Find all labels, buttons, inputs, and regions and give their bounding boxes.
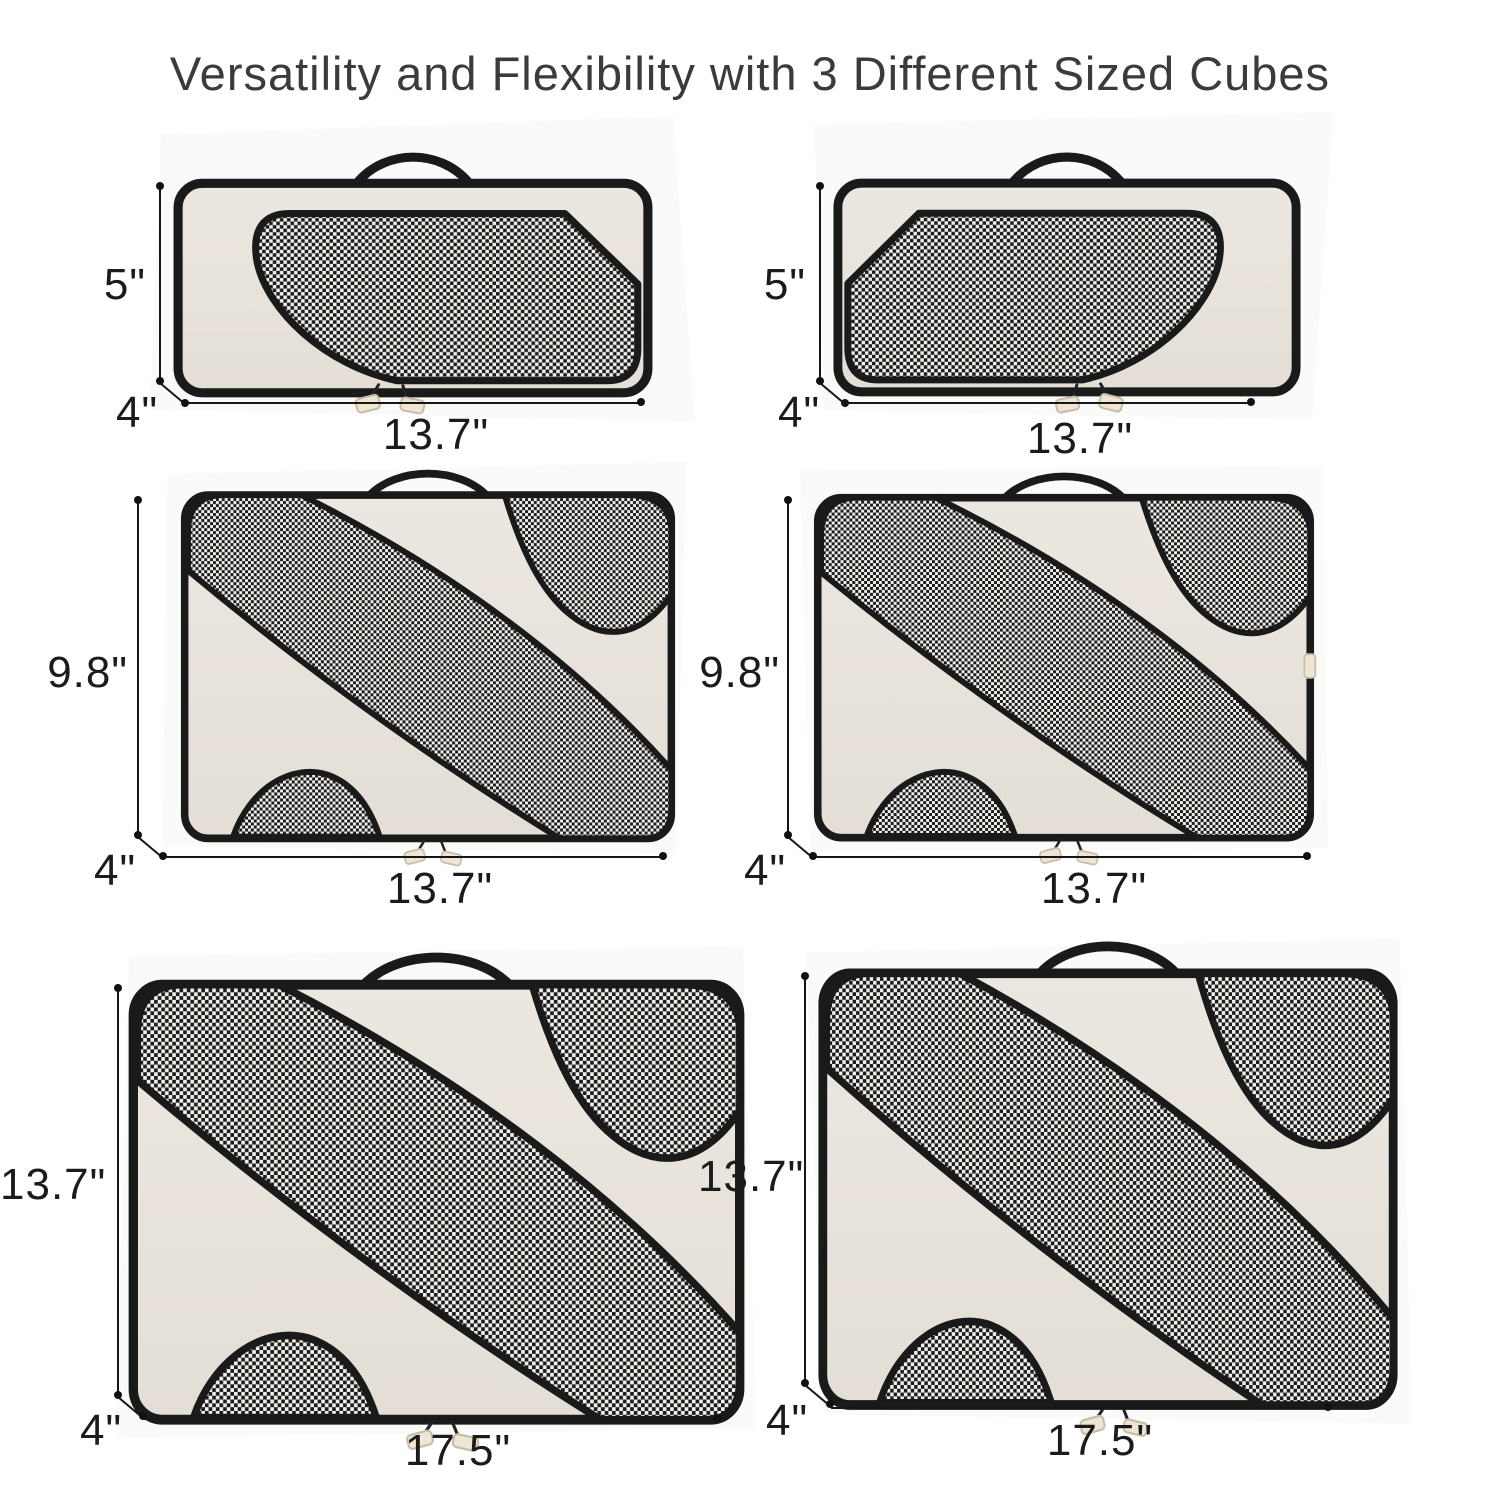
height-label: 13.7" xyxy=(0,1160,107,1209)
mesh-top-right-corner xyxy=(528,980,744,1162)
zipper-pull xyxy=(1054,395,1081,414)
packing-cube-medium-left xyxy=(180,469,676,867)
height-line xyxy=(159,186,161,382)
line-dot xyxy=(784,496,792,504)
carry-handle xyxy=(999,472,1129,504)
line-dot xyxy=(637,398,645,406)
depth-label: 4" xyxy=(744,846,787,895)
line-dot xyxy=(139,1412,147,1420)
zipper-pull xyxy=(1122,1418,1149,1437)
mesh-bottom-dome xyxy=(230,768,383,840)
mesh-diagonal-band xyxy=(818,494,1314,841)
mesh-bottom-dome xyxy=(876,1317,1055,1407)
carry-handle xyxy=(353,152,473,186)
depth-label: 4" xyxy=(766,1396,809,1445)
depth-label: 4" xyxy=(116,388,159,437)
height-label: 5" xyxy=(103,260,146,309)
height-line xyxy=(137,500,139,836)
packing-cube-medium-right xyxy=(813,472,1317,866)
line-dot xyxy=(801,1379,809,1387)
width-line xyxy=(164,856,664,858)
line-dot xyxy=(1303,852,1311,860)
line-dot xyxy=(156,182,164,190)
line-dot xyxy=(801,972,809,980)
line-dot xyxy=(134,831,142,839)
packing-cube-large-left xyxy=(128,952,745,1452)
height-label: 5" xyxy=(763,260,806,309)
mesh-top-right-corner xyxy=(1194,969,1397,1150)
width-label: 13.7" xyxy=(1026,414,1134,463)
page-title: Versatility and Flexibility with 3 Diffe… xyxy=(169,47,1331,100)
line-dot xyxy=(809,852,817,860)
line-dot xyxy=(826,1400,834,1408)
height-label: 9.8" xyxy=(47,648,128,697)
height-label: 9.8" xyxy=(699,648,780,697)
height-line xyxy=(117,988,119,1396)
packing-cube-large-right xyxy=(818,941,1398,1437)
line-dot xyxy=(841,399,849,407)
width-line xyxy=(144,1418,718,1420)
carry-handle xyxy=(364,469,492,501)
depth-label: 4" xyxy=(778,388,821,437)
width-line xyxy=(846,402,1252,404)
line-dot xyxy=(1324,1403,1332,1411)
zipper-pull xyxy=(1039,847,1062,864)
height-line xyxy=(787,500,789,836)
width-label: 13.7" xyxy=(386,864,494,913)
line-dot xyxy=(181,399,189,407)
line-dot xyxy=(134,496,142,504)
zipper-pull xyxy=(406,1429,434,1450)
height-line xyxy=(804,976,806,1384)
mesh-top-right-corner xyxy=(501,492,675,635)
mesh-top-right-corner xyxy=(1138,494,1314,637)
width-line xyxy=(831,1407,1329,1409)
packing-cube-slim-right xyxy=(833,152,1301,414)
zipper-pull xyxy=(451,1433,480,1452)
mesh-bottom-dome xyxy=(863,768,1019,839)
mesh-diagonal-band xyxy=(823,969,1397,1409)
height-line xyxy=(819,186,821,382)
mesh-diagonal-band xyxy=(185,492,675,842)
carry-handle xyxy=(357,952,516,992)
line-dot xyxy=(816,182,824,190)
line-dot xyxy=(816,377,824,385)
line-dot xyxy=(114,1391,122,1399)
line-dot xyxy=(1247,398,1255,406)
line-dot xyxy=(156,377,164,385)
line-dot xyxy=(713,1414,721,1422)
width-line xyxy=(814,856,1308,858)
mesh-front-panel xyxy=(252,210,642,385)
width-label: 17.5" xyxy=(404,1426,512,1475)
carry-handle xyxy=(1033,941,1183,981)
side-zipper-pull xyxy=(1303,653,1317,679)
packing-cube-slim-left xyxy=(173,152,653,415)
width-label: 17.5" xyxy=(1046,1416,1154,1465)
zipper-pull xyxy=(1079,1414,1106,1436)
line-dot xyxy=(784,831,792,839)
line-dot xyxy=(159,852,167,860)
line-dot xyxy=(659,852,667,860)
line-dot xyxy=(114,984,122,992)
carry-handle xyxy=(1009,152,1125,186)
width-line xyxy=(186,402,642,404)
mesh-bottom-dome xyxy=(189,1331,380,1422)
depth-label: 4" xyxy=(80,1406,123,1455)
depth-label: 4" xyxy=(94,846,137,895)
mesh-front-panel xyxy=(844,209,1224,384)
width-label: 13.7" xyxy=(1040,864,1148,913)
width-label: 13.7" xyxy=(382,410,490,459)
height-label: 13.7" xyxy=(698,1152,805,1201)
